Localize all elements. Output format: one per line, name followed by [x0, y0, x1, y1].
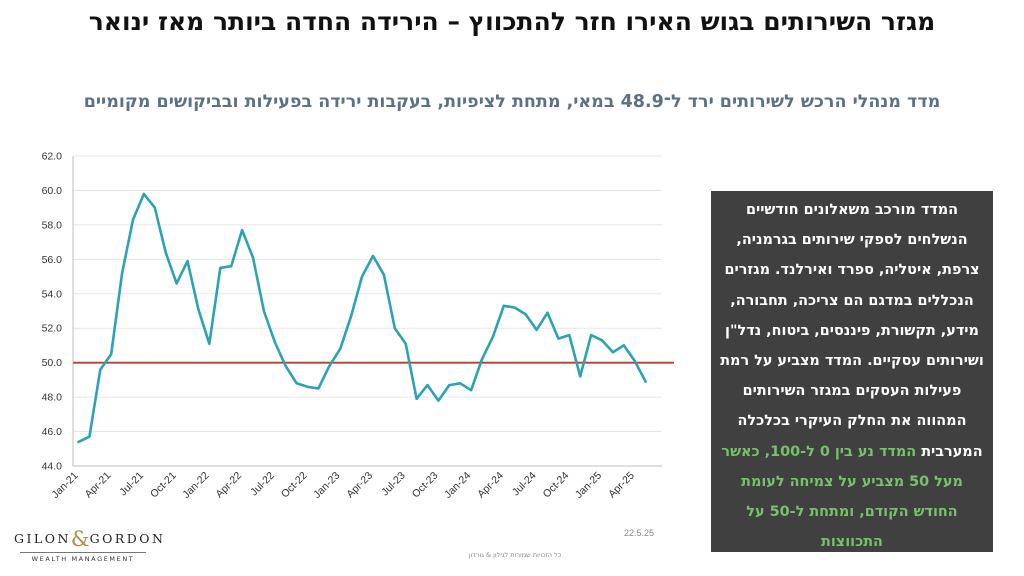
x-tick-label: Jan-25 — [573, 470, 604, 501]
data-point — [579, 375, 581, 378]
data-point — [230, 265, 232, 267]
y-tick-label: 46.0 — [42, 426, 63, 438]
y-tick-label: 52.0 — [42, 323, 63, 335]
logo-tagline: WEALTH MANAGEMENT — [31, 555, 135, 563]
x-tick-label: Oct-21 — [148, 470, 179, 501]
data-point — [295, 382, 298, 385]
x-tick-label: Jul-22 — [248, 470, 277, 499]
data-point — [132, 218, 134, 221]
x-tick-label: Apr-21 — [83, 470, 114, 501]
copyright-footer: כל הזכויות שמורות לגילון & גורדון — [468, 551, 562, 559]
x-tick-label: Jan-24 — [442, 470, 473, 501]
data-point — [361, 275, 363, 278]
company-logo: GILON&GORDON WEALTH MANAGEMENT — [14, 527, 166, 563]
data-point — [306, 386, 309, 388]
data-point — [448, 384, 451, 386]
data-point — [197, 308, 200, 311]
x-tick-label: Jul-24 — [510, 470, 539, 499]
logo-divider — [20, 552, 146, 553]
data-point — [88, 435, 91, 438]
data-point — [328, 365, 331, 367]
page-title: מגזר השירותים בגוש האירו חזר להתכווץ – ה… — [88, 7, 936, 36]
data-point — [459, 382, 462, 385]
data-point — [77, 441, 80, 443]
y-tick-label: 58.0 — [42, 219, 63, 231]
data-point — [612, 351, 614, 354]
data-point — [415, 398, 418, 400]
data-point — [219, 267, 222, 269]
x-tick-label: Jul-21 — [117, 470, 146, 499]
data-point — [154, 206, 156, 209]
data-point — [143, 193, 145, 195]
data-point — [121, 272, 123, 274]
data-point — [208, 342, 211, 345]
x-tick-label: Apr-25 — [606, 470, 637, 501]
data-point — [601, 339, 603, 342]
explanation-text: המדד מורכב משאלונים חודשיים הנשלחים לספק… — [720, 202, 984, 460]
data-point — [524, 313, 527, 316]
page-subtitle: מדד מנהלי הרכש לשירותים ירד ל־48.9 במאי,… — [83, 92, 941, 112]
data-point — [252, 256, 254, 259]
explanation-highlight: המדד נע בין 0 ל-100, כאשר מעל 50 מצביע ע… — [721, 443, 963, 551]
data-point — [263, 310, 265, 312]
data-point — [568, 334, 571, 336]
x-tick-label: Oct-24 — [541, 470, 572, 501]
data-point — [557, 337, 560, 340]
y-tick-label: 50.0 — [42, 357, 63, 369]
data-point — [623, 344, 625, 347]
data-point — [110, 353, 112, 355]
y-tick-label: 54.0 — [42, 288, 63, 300]
explanation-box: המדד מורכב משאלונים חודשיים הנשלחים לספק… — [711, 191, 993, 552]
y-tick-label: 62.0 — [42, 151, 63, 163]
data-point — [492, 336, 494, 338]
data-point — [284, 365, 287, 367]
data-point — [339, 348, 342, 350]
data-point — [164, 251, 167, 254]
data-point — [514, 306, 516, 309]
data-point — [394, 327, 396, 329]
data-point — [481, 358, 483, 360]
x-tick-label: Apr-22 — [213, 470, 244, 501]
y-tick-label: 56.0 — [42, 254, 63, 266]
y-tick-label: 44.0 — [42, 461, 63, 473]
x-tick-label: Apr-23 — [344, 470, 375, 501]
data-point — [274, 341, 276, 343]
data-point — [317, 387, 320, 390]
y-tick-label: 60.0 — [42, 185, 63, 197]
data-point — [535, 329, 538, 331]
data-point — [590, 334, 592, 336]
x-tick-label: Jan-21 — [49, 470, 80, 501]
x-tick-label: Apr-24 — [475, 470, 506, 501]
data-point — [186, 260, 189, 262]
data-point — [372, 255, 374, 257]
x-tick-label: Oct-22 — [279, 470, 310, 501]
pmi-line-chart: 44.0 46.0 48.0 50.0 52.0 54.0 56.0 58.0 60.0 62.0… — [42, 151, 674, 501]
data-point — [503, 305, 505, 307]
data-point — [99, 368, 102, 371]
data-point — [633, 360, 636, 362]
logo-wordmark: GILON&GORDON — [14, 527, 166, 551]
data-point — [404, 342, 407, 345]
data-point — [426, 384, 429, 386]
data-point — [383, 274, 385, 276]
slide-date: 22.5.25 — [624, 528, 655, 538]
data-point — [350, 315, 352, 317]
x-tick-label: Jul-23 — [379, 470, 408, 499]
data-point — [241, 229, 243, 231]
data-point — [175, 282, 178, 285]
x-tick-label: Oct-23 — [410, 470, 441, 501]
x-tick-label: Jan-23 — [311, 470, 342, 501]
y-tick-label: 48.0 — [42, 392, 63, 404]
pmi-series-line — [77, 192, 647, 444]
data-point — [644, 380, 647, 383]
data-point — [437, 399, 440, 402]
data-point — [546, 311, 549, 314]
data-point — [470, 389, 472, 391]
x-tick-label: Jan-22 — [180, 470, 211, 501]
